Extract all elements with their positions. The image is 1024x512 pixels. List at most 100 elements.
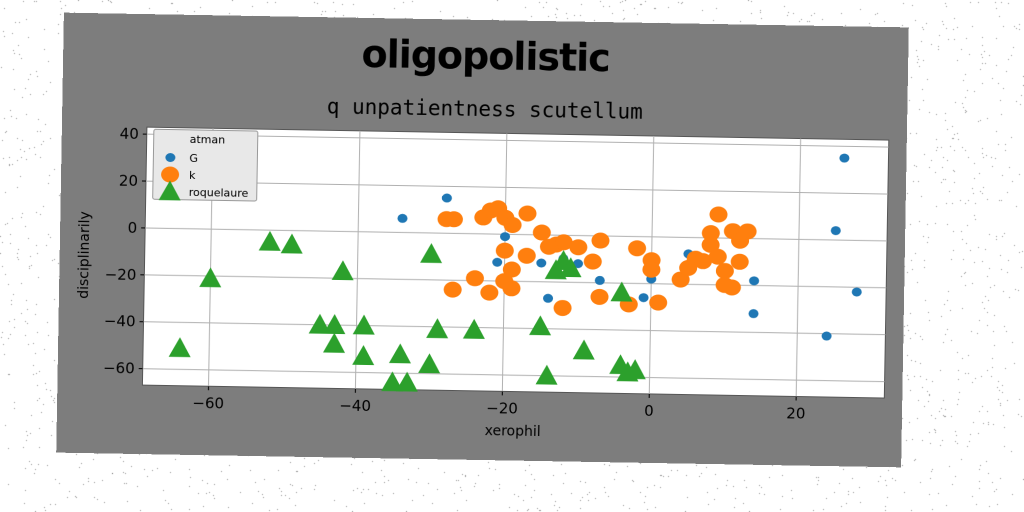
data-point-k [495, 242, 514, 259]
x-grid-line [354, 130, 361, 389]
legend-label-k: k [189, 169, 196, 182]
legend-label-g: G [189, 152, 198, 165]
y-tick-label: 20 [119, 172, 138, 190]
data-point-roquelaure [426, 318, 449, 339]
data-point-k [495, 273, 514, 290]
data-point-k [694, 253, 713, 270]
legend-label-roquelaure: roquelaure [189, 186, 249, 200]
data-point-k [628, 240, 647, 257]
y-grid-line [142, 368, 885, 383]
data-point-k [738, 223, 757, 240]
data-point-k [554, 234, 573, 251]
x-grid-line [501, 133, 508, 392]
x-tick-label: −20 [486, 399, 518, 418]
data-point-k [443, 281, 462, 298]
y-grid-line [143, 321, 886, 336]
data-point-k [444, 211, 463, 228]
data-point-g [830, 226, 841, 236]
data-point-roquelaure [420, 243, 443, 264]
x-tick-label: −60 [192, 394, 224, 413]
data-point-k [553, 299, 572, 316]
figure: oligopolistic q unpatientness scutellum … [56, 12, 909, 468]
data-point-k [518, 205, 537, 222]
data-point-g [536, 258, 547, 268]
legend-box [152, 128, 259, 202]
data-point-k [730, 253, 749, 270]
y-tick-label: 0 [127, 219, 137, 237]
data-point-roquelaure [331, 260, 354, 281]
data-point-g [500, 232, 511, 242]
y-tick-label: −60 [103, 359, 135, 378]
data-point-roquelaure [280, 233, 303, 254]
y-tick-label: −20 [105, 265, 137, 284]
data-point-roquelaure [323, 332, 346, 353]
data-point-g [821, 331, 832, 341]
x-tick-label: −40 [339, 397, 371, 416]
data-point-k [709, 206, 728, 223]
data-point-roquelaure [388, 343, 411, 364]
y-grid-line [146, 133, 889, 148]
data-point-k [649, 294, 668, 311]
data-point-k [517, 247, 536, 264]
data-point-k [502, 261, 521, 278]
data-point-g [851, 287, 862, 297]
data-point-k [722, 279, 741, 296]
data-point-g [594, 275, 605, 285]
legend-title: atman [190, 133, 226, 147]
legend-marker-roquelaure [158, 180, 181, 201]
data-point-k [701, 225, 720, 242]
data-point-g [638, 293, 649, 303]
x-grid-line [795, 138, 802, 397]
data-point-roquelaure [381, 371, 404, 392]
data-point-roquelaure [352, 345, 375, 366]
data-point-roquelaure [395, 371, 418, 392]
data-point-k [590, 288, 609, 305]
data-point-k [591, 232, 610, 249]
data-point-roquelaure [168, 337, 191, 358]
data-point-g [543, 293, 554, 303]
data-point-g [441, 193, 452, 203]
data-point-roquelaure [610, 281, 633, 302]
data-point-k [569, 239, 588, 256]
legend-items: Gk roquelaure [158, 152, 249, 201]
data-point-k [708, 248, 727, 265]
data-point-k [465, 270, 484, 287]
data-point-g [573, 259, 584, 269]
data-point-g [749, 276, 760, 286]
data-point-roquelaure [308, 313, 331, 334]
scatter-chart: −60 −40 −20 0 20 40 20 0 −20 −40 −60 xerophil disc… [76, 125, 890, 440]
data-point-roquelaure [418, 353, 441, 374]
data-points [168, 153, 862, 392]
data-point-roquelaure [616, 361, 639, 382]
data-point-g [397, 213, 408, 223]
legend-marker-k [161, 166, 180, 183]
data-point-roquelaure [572, 339, 595, 360]
data-point-k [480, 284, 499, 301]
data-point-k [671, 271, 690, 288]
data-point-k [715, 262, 734, 279]
data-point-roquelaure [199, 267, 222, 288]
legend: atman Gk roquelaure [152, 128, 259, 202]
tick-labels: −60 −40 −20 0 20 40 20 0 −20 −40 −60 [103, 125, 806, 423]
y-grid-line [145, 180, 888, 195]
x-tick-label: 20 [786, 404, 805, 422]
data-point-k [532, 224, 551, 241]
data-point-g [839, 153, 850, 163]
data-point-k [539, 238, 558, 255]
x-tick-label: 0 [644, 402, 654, 420]
data-point-k [701, 236, 720, 253]
x-axis-label: xerophil [485, 423, 541, 440]
data-point-roquelaure [529, 315, 552, 336]
y-grid-line [145, 227, 888, 242]
legend-marker-g [165, 153, 176, 163]
data-point-g [748, 309, 759, 319]
data-point-roquelaure [462, 318, 485, 339]
data-point-k [583, 253, 602, 270]
data-point-k [642, 261, 661, 278]
data-point-roquelaure [352, 314, 375, 335]
data-point-roquelaure [535, 364, 558, 385]
data-point-roquelaure [559, 257, 582, 278]
data-point-g [492, 257, 503, 267]
data-point-k [503, 216, 522, 233]
y-tick-label: 40 [120, 125, 139, 143]
